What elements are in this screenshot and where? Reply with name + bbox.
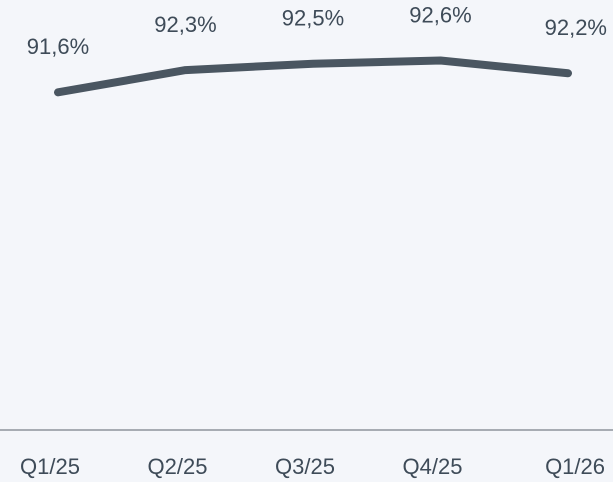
x-tick-label: Q4/25 — [403, 454, 463, 479]
x-tick-label: Q3/25 — [275, 454, 335, 479]
x-tick-label: Q2/25 — [148, 454, 208, 479]
x-tick-label: Q1/25 — [20, 454, 80, 479]
data-label: 92,2% — [545, 15, 607, 40]
data-label: 92,3% — [154, 12, 216, 37]
data-label: 92,5% — [282, 6, 344, 31]
data-label: 92,6% — [409, 2, 471, 27]
data-label: 91,6% — [27, 34, 89, 59]
data-line — [54, 56, 572, 97]
x-tick-label: Q1/26 — [545, 454, 605, 479]
